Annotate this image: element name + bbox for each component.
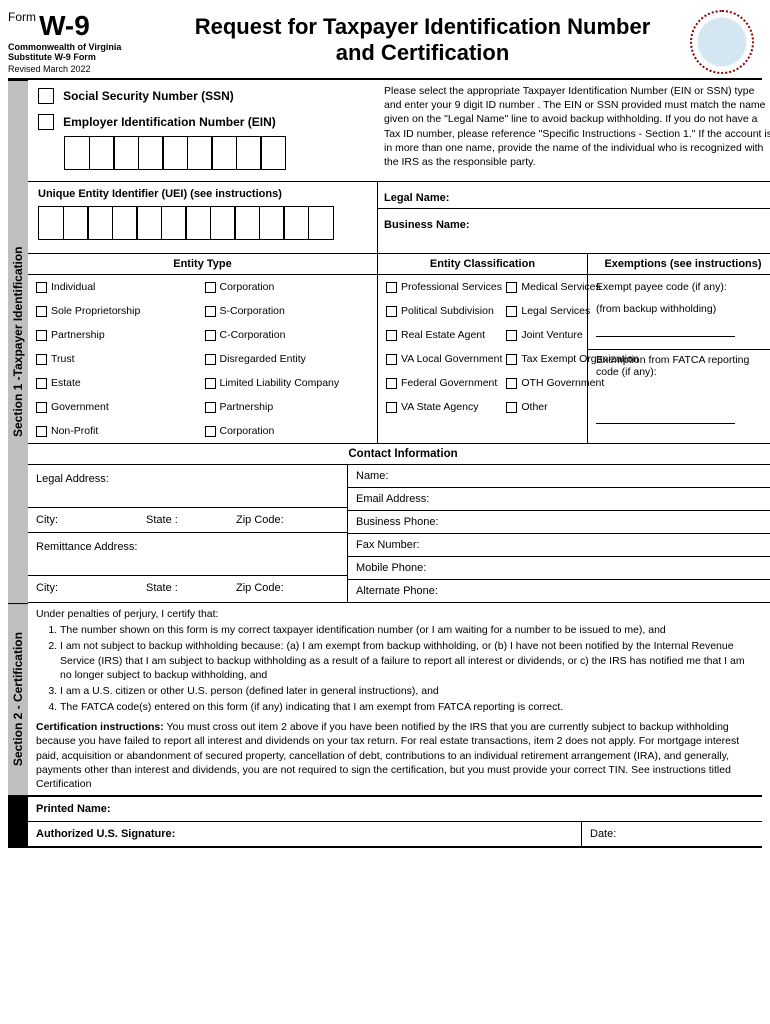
ssn-label: Social Security Number (SSN) bbox=[63, 89, 234, 103]
entity-type-option[interactable]: Corporation bbox=[205, 281, 370, 293]
header-sub2: Substitute W-9 Form bbox=[8, 52, 163, 62]
exempt-payee-label: Exempt payee code (if any): bbox=[596, 281, 770, 293]
contact-alt-field[interactable]: Alternate Phone: bbox=[348, 580, 770, 602]
form-label: Form bbox=[8, 10, 36, 24]
form-title: Request for Taxpayer Identification Numb… bbox=[163, 10, 682, 74]
entity-type-option[interactable]: Individual bbox=[36, 281, 201, 293]
header-revised: Revised March 2022 bbox=[8, 64, 163, 74]
business-name-field[interactable]: Business Name: bbox=[378, 209, 770, 235]
signature-tab2 bbox=[8, 822, 28, 846]
legal-name-field[interactable]: Legal Name: bbox=[378, 182, 770, 209]
entity-type-option[interactable]: Partnership bbox=[205, 401, 370, 413]
ssn-checkbox[interactable] bbox=[38, 88, 54, 104]
contact-name-field[interactable]: Name: bbox=[348, 465, 770, 488]
section1-tab: Section 1 -Taxpayer Identification bbox=[8, 80, 28, 603]
form-header: Form W-9 Commonwealth of Virginia Substi… bbox=[8, 10, 762, 80]
ein-checkbox[interactable] bbox=[38, 114, 54, 130]
signature-tab bbox=[8, 797, 28, 822]
entity-class-header: Entity Classification bbox=[378, 254, 588, 274]
entity-type-option[interactable]: C-Corporation bbox=[205, 329, 370, 341]
entity-type-header: Entity Type bbox=[28, 254, 378, 274]
remit-csz-field[interactable]: City:State :Zip Code: bbox=[28, 576, 347, 600]
entity-type-option[interactable]: Trust bbox=[36, 353, 201, 365]
uei-label: Unique Entity Identifier (UEI) (see inst… bbox=[38, 188, 367, 200]
entity-class-option[interactable]: Professional Services bbox=[386, 281, 502, 293]
contact-mobile-field[interactable]: Mobile Phone: bbox=[348, 557, 770, 580]
section2-tab: Section 2 - Certification bbox=[8, 603, 28, 795]
printed-name-field[interactable]: Printed Name: bbox=[28, 797, 762, 822]
entity-type-option[interactable]: Disregarded Entity bbox=[205, 353, 370, 365]
exempt-backup-label: (from backup withholding) bbox=[596, 303, 770, 315]
entity-class-option[interactable]: Federal Government bbox=[386, 377, 502, 389]
instructions-text: Please select the appropriate Taxpayer I… bbox=[378, 80, 770, 181]
entity-class-option[interactable]: VA Local Government bbox=[386, 353, 502, 365]
cert-list: The number shown on this form is my corr… bbox=[60, 623, 754, 714]
contact-bphone-field[interactable]: Business Phone: bbox=[348, 511, 770, 534]
form-number: W-9 bbox=[39, 10, 90, 42]
ein-digit-boxes[interactable] bbox=[64, 136, 368, 173]
entity-class-option[interactable]: Political Subdivision bbox=[386, 305, 502, 317]
entity-type-option[interactable]: Limited Liability Company bbox=[205, 377, 370, 389]
entity-class-option[interactable]: VA State Agency bbox=[386, 401, 502, 413]
uei-digit-boxes[interactable] bbox=[38, 206, 367, 243]
cert-instructions: Certification instructions: You must cro… bbox=[36, 720, 754, 791]
exempt-payee-line[interactable] bbox=[596, 323, 735, 337]
legal-csz-field[interactable]: City:State :Zip Code: bbox=[28, 508, 347, 533]
state-seal bbox=[682, 10, 762, 74]
entity-type-option[interactable]: Non-Profit bbox=[36, 425, 201, 437]
entity-type-option[interactable]: Partnership bbox=[36, 329, 201, 341]
date-field[interactable]: Date: bbox=[582, 822, 762, 846]
remit-address-field[interactable]: Remittance Address: bbox=[28, 533, 347, 576]
entity-class-option[interactable]: Real Estate Agent bbox=[386, 329, 502, 341]
exempt-fatca-label: Exemption from FATCA reporting code (if … bbox=[588, 349, 770, 378]
cert-intro: Under penalties of perjury, I certify th… bbox=[36, 607, 754, 621]
contact-header: Contact Information bbox=[28, 444, 770, 465]
signature-field[interactable]: Authorized U.S. Signature: bbox=[28, 822, 582, 846]
entity-type-option[interactable]: S-Corporation bbox=[205, 305, 370, 317]
entity-type-option[interactable]: Corporation bbox=[205, 425, 370, 437]
contact-email-field[interactable]: Email Address: bbox=[348, 488, 770, 511]
contact-fax-field[interactable]: Fax Number: bbox=[348, 534, 770, 557]
exempt-fatca-line[interactable] bbox=[596, 410, 735, 424]
entity-type-option[interactable]: Sole Proprietorship bbox=[36, 305, 201, 317]
header-sub1: Commonwealth of Virginia bbox=[8, 42, 163, 52]
exemptions-header: Exemptions (see instructions) bbox=[588, 254, 770, 274]
legal-address-field[interactable]: Legal Address: bbox=[28, 465, 347, 508]
ein-label: Employer Identification Number (EIN) bbox=[63, 115, 276, 129]
entity-type-option[interactable]: Government bbox=[36, 401, 201, 413]
entity-type-option[interactable]: Estate bbox=[36, 377, 201, 389]
